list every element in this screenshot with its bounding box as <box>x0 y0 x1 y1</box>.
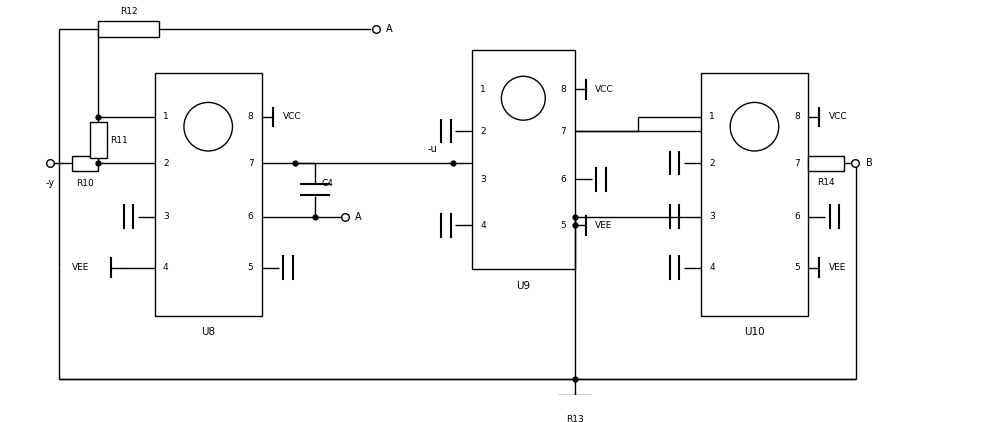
Text: 5: 5 <box>248 263 253 272</box>
Text: B: B <box>866 158 873 168</box>
Text: 6: 6 <box>561 175 566 184</box>
Text: 2: 2 <box>163 159 169 168</box>
Text: U8: U8 <box>201 327 215 337</box>
Text: 4: 4 <box>163 263 169 272</box>
Bar <box>701 73 808 316</box>
Bar <box>558 395 591 409</box>
Text: 3: 3 <box>709 212 715 221</box>
Text: 5: 5 <box>561 221 566 230</box>
Bar <box>98 22 159 37</box>
Text: 3: 3 <box>480 175 486 184</box>
Text: 8: 8 <box>561 85 566 94</box>
Text: 1: 1 <box>709 113 715 122</box>
Text: 2: 2 <box>709 159 715 168</box>
Circle shape <box>501 76 545 120</box>
Bar <box>472 50 575 269</box>
Text: VCC: VCC <box>829 113 847 122</box>
Text: A: A <box>355 211 362 222</box>
Bar <box>155 73 262 316</box>
Text: C4: C4 <box>322 179 334 188</box>
Text: R14: R14 <box>817 178 835 187</box>
Text: VEE: VEE <box>595 221 613 230</box>
Text: 7: 7 <box>248 159 253 168</box>
Text: 4: 4 <box>480 221 486 230</box>
Text: 7: 7 <box>794 159 800 168</box>
Text: R10: R10 <box>77 179 94 188</box>
Text: 4: 4 <box>709 263 715 272</box>
Text: R11: R11 <box>111 135 128 145</box>
Text: VCC: VCC <box>282 113 301 122</box>
Text: VEE: VEE <box>72 263 89 272</box>
Text: 8: 8 <box>248 113 253 122</box>
Text: 2: 2 <box>480 127 486 135</box>
Bar <box>808 156 844 170</box>
Text: A: A <box>386 24 393 35</box>
Bar <box>90 122 107 158</box>
Text: -u: -u <box>427 144 437 154</box>
Text: R13: R13 <box>566 415 584 422</box>
Text: R12: R12 <box>120 7 138 16</box>
Text: 1: 1 <box>480 85 486 94</box>
Text: VEE: VEE <box>829 263 846 272</box>
Text: -y: -y <box>45 178 54 188</box>
Text: VCC: VCC <box>595 85 614 94</box>
Text: 6: 6 <box>794 212 800 221</box>
Text: 6: 6 <box>248 212 253 221</box>
Text: 7: 7 <box>561 127 566 135</box>
Text: U9: U9 <box>516 281 530 291</box>
Bar <box>72 156 98 170</box>
Circle shape <box>730 103 779 151</box>
Text: U10: U10 <box>744 327 765 337</box>
Text: 8: 8 <box>794 113 800 122</box>
Text: 1: 1 <box>163 113 169 122</box>
Circle shape <box>184 103 232 151</box>
Text: 5: 5 <box>794 263 800 272</box>
Text: 3: 3 <box>163 212 169 221</box>
